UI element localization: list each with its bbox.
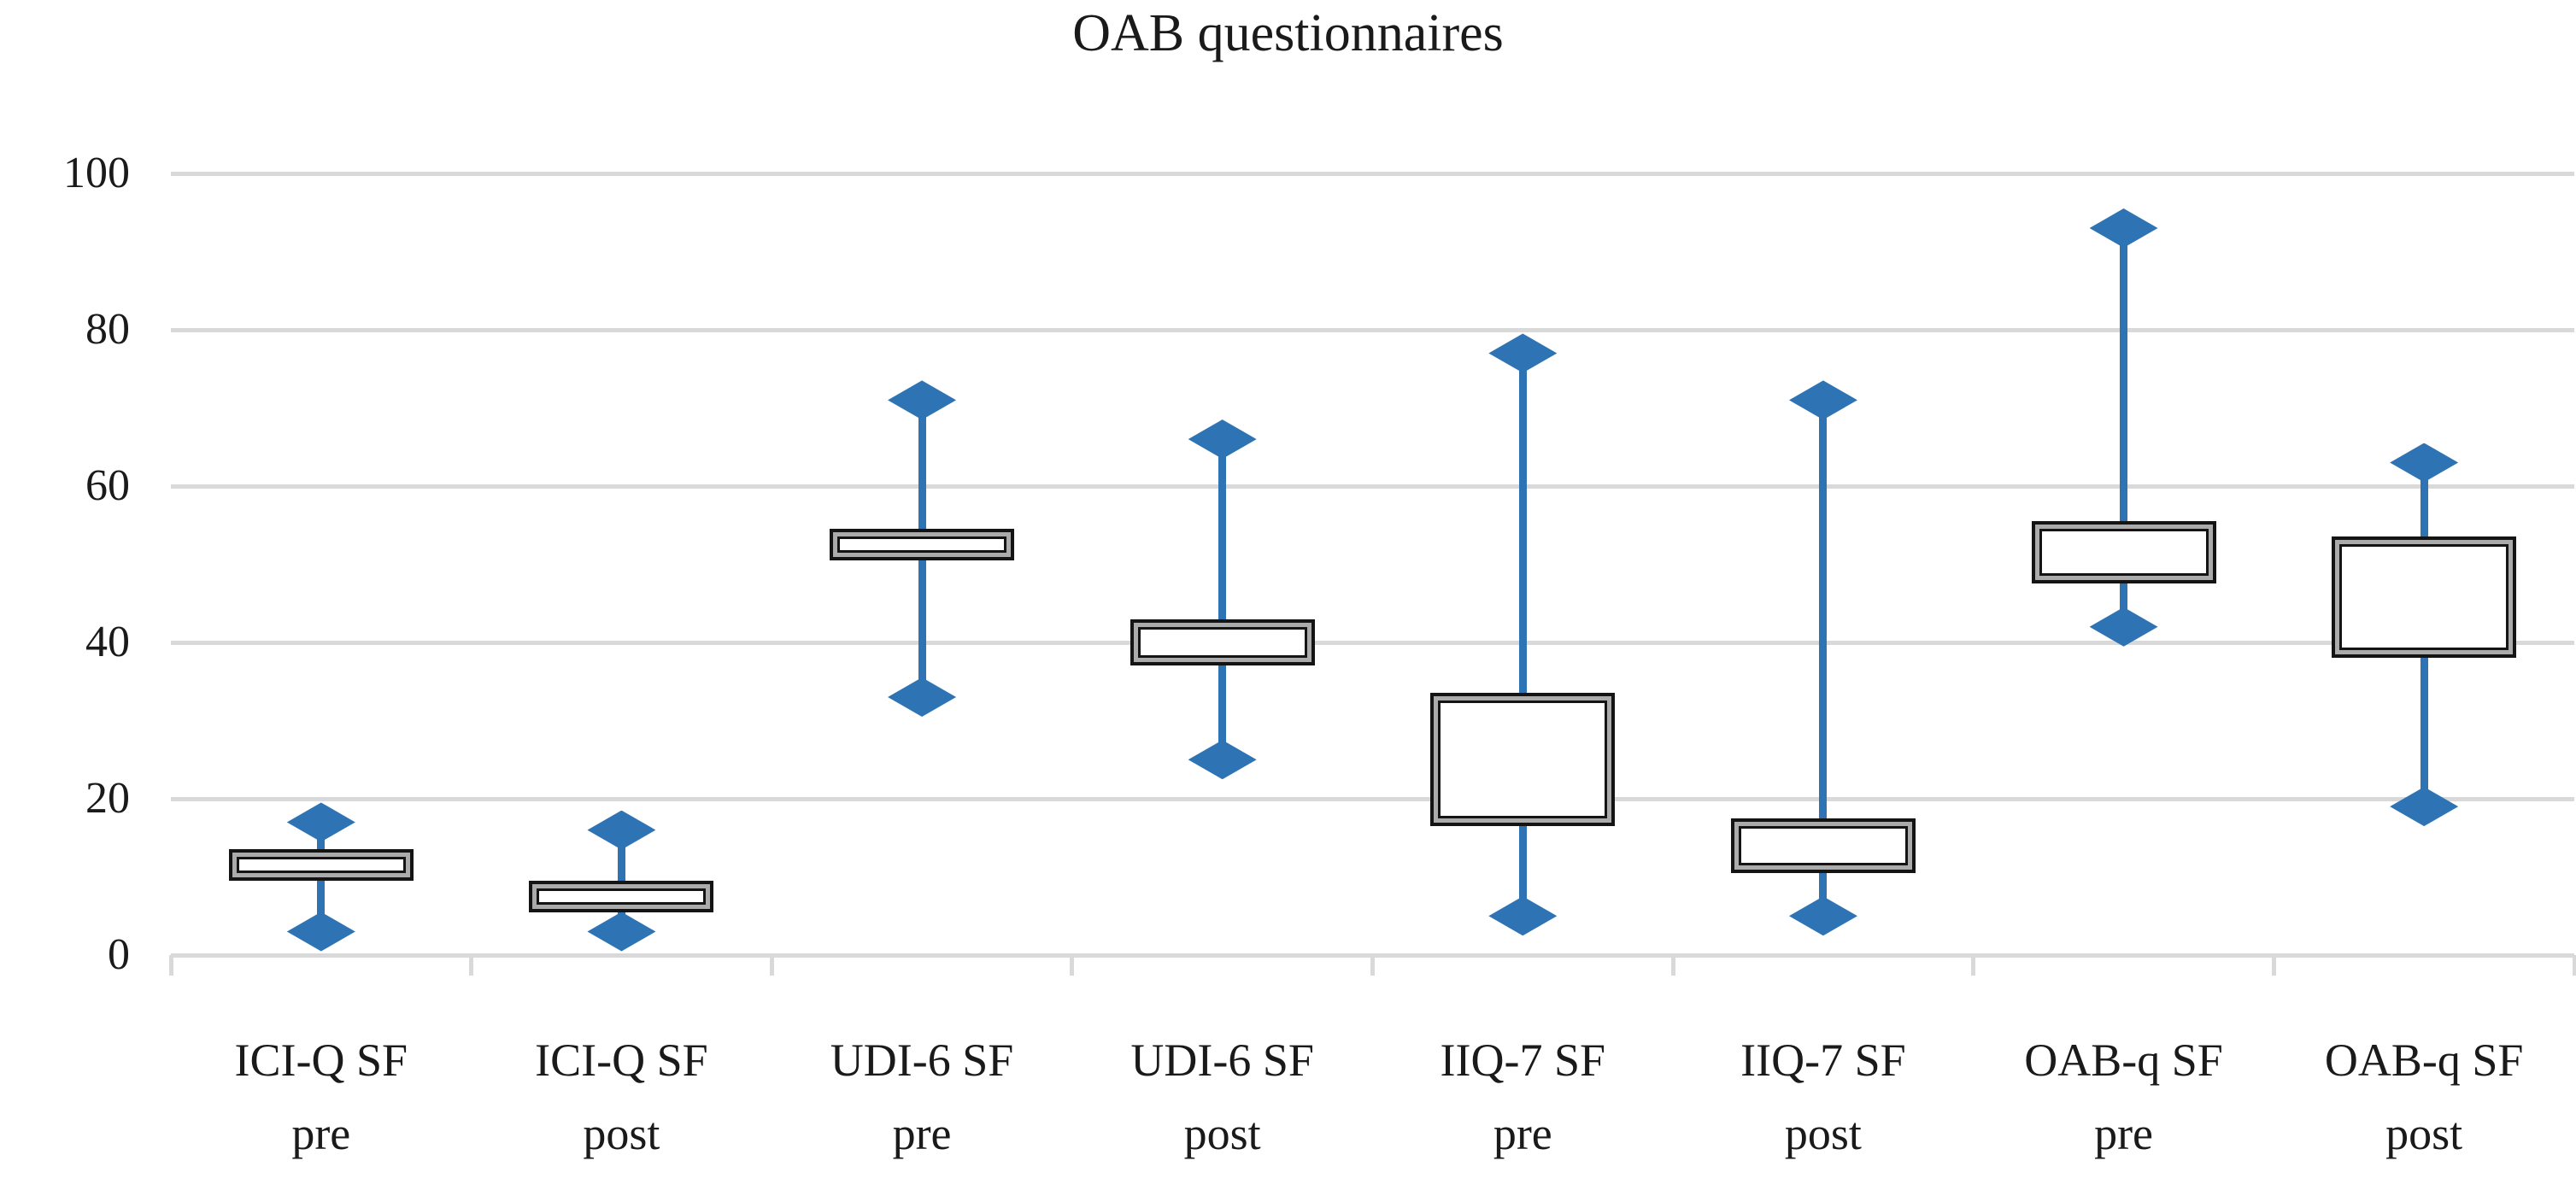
box-rect bbox=[1430, 693, 1616, 827]
x-axis-tick bbox=[1370, 955, 1375, 976]
category-name: IIQ-7 SF bbox=[1440, 1035, 1606, 1086]
whisker-max-diamond-icon bbox=[1788, 380, 1857, 420]
whisker-max-diamond-icon bbox=[286, 802, 355, 842]
x-axis-category-label: IIQ-7 SF pre bbox=[1373, 1023, 1674, 1170]
whisker-max-diamond-icon bbox=[888, 380, 957, 420]
whisker-min-diamond-icon bbox=[888, 677, 957, 718]
box-rect bbox=[2332, 536, 2517, 659]
category-phase: post bbox=[1784, 1108, 1862, 1159]
category-phase: post bbox=[583, 1108, 660, 1159]
category-phase: post bbox=[1183, 1108, 1261, 1159]
category-phase: pre bbox=[892, 1108, 952, 1159]
y-axis-tick-label: 0 bbox=[108, 930, 130, 979]
x-axis-tick bbox=[469, 955, 474, 976]
x-axis-tick bbox=[2572, 955, 2576, 976]
category-name: UDI-6 SF bbox=[830, 1035, 1014, 1086]
gridline bbox=[171, 327, 2574, 332]
x-axis-tick bbox=[769, 955, 774, 976]
y-axis-tick-label: 40 bbox=[85, 618, 130, 666]
chart-title: OAB questionnaires bbox=[1072, 4, 1504, 62]
category-name: OAB-q SF bbox=[2024, 1035, 2223, 1086]
y-axis-tick-label: 60 bbox=[85, 461, 130, 510]
x-axis-category-label: ICI-Q SF pre bbox=[171, 1023, 472, 1170]
whisker-line bbox=[2120, 228, 2128, 627]
box-rect bbox=[529, 881, 714, 912]
category-name: ICI-Q SF bbox=[234, 1035, 408, 1086]
x-axis-category-label: OAB-q SF pre bbox=[1974, 1023, 2274, 1170]
whisker-min-diamond-icon bbox=[286, 912, 355, 952]
x-axis-tick bbox=[1670, 955, 1675, 976]
x-axis-tick bbox=[168, 955, 173, 976]
category-name: ICI-Q SF bbox=[535, 1035, 708, 1086]
x-axis-tick bbox=[2271, 955, 2276, 976]
x-axis-category-label: ICI-Q SF post bbox=[472, 1023, 772, 1170]
whisker-max-diamond-icon bbox=[587, 810, 656, 850]
category-name: UDI-6 SF bbox=[1130, 1035, 1314, 1086]
category-name: IIQ-7 SF bbox=[1740, 1035, 1906, 1086]
whisker-min-diamond-icon bbox=[1188, 740, 1257, 780]
x-axis-tick bbox=[1070, 955, 1075, 976]
whisker-line bbox=[1518, 353, 1527, 917]
whisker-min-diamond-icon bbox=[587, 912, 656, 952]
x-axis-category-label: UDI-6 SF pre bbox=[772, 1023, 1072, 1170]
whisker-line bbox=[1819, 400, 1828, 917]
whisker-line bbox=[1218, 439, 1227, 760]
whisker-min-diamond-icon bbox=[1488, 896, 1558, 936]
box-rect bbox=[228, 849, 414, 882]
gridline bbox=[171, 171, 2574, 176]
category-name: OAB-q SF bbox=[2324, 1035, 2524, 1086]
whisker-max-diamond-icon bbox=[2390, 443, 2459, 483]
whisker-max-diamond-icon bbox=[2089, 208, 2158, 249]
whisker-min-diamond-icon bbox=[1788, 896, 1857, 936]
whisker-max-diamond-icon bbox=[1488, 333, 1558, 373]
x-axis-tick bbox=[1971, 955, 1976, 976]
box-rect bbox=[2031, 521, 2216, 584]
x-axis-category-label: OAB-q SF post bbox=[2274, 1023, 2574, 1170]
category-phase: pre bbox=[2094, 1108, 2154, 1159]
y-axis-tick-label: 20 bbox=[85, 774, 130, 823]
x-axis-category-label: UDI-6 SF post bbox=[1072, 1023, 1373, 1170]
category-phase: pre bbox=[1493, 1108, 1552, 1159]
x-axis-category-label: IIQ-7 SF post bbox=[1673, 1023, 1974, 1170]
box-rect bbox=[830, 529, 1015, 560]
gridline bbox=[171, 484, 2574, 489]
category-phase: pre bbox=[291, 1108, 351, 1159]
gridline bbox=[171, 640, 2574, 645]
box-rect bbox=[1730, 818, 1916, 873]
whisker-min-diamond-icon bbox=[2390, 787, 2459, 827]
whisker-max-diamond-icon bbox=[1188, 419, 1257, 460]
y-axis-tick-label: 100 bbox=[63, 149, 130, 197]
category-phase: post bbox=[2385, 1108, 2463, 1159]
box-rect bbox=[1130, 618, 1315, 666]
gridline bbox=[171, 796, 2574, 801]
y-axis-tick-label: 80 bbox=[85, 305, 130, 354]
